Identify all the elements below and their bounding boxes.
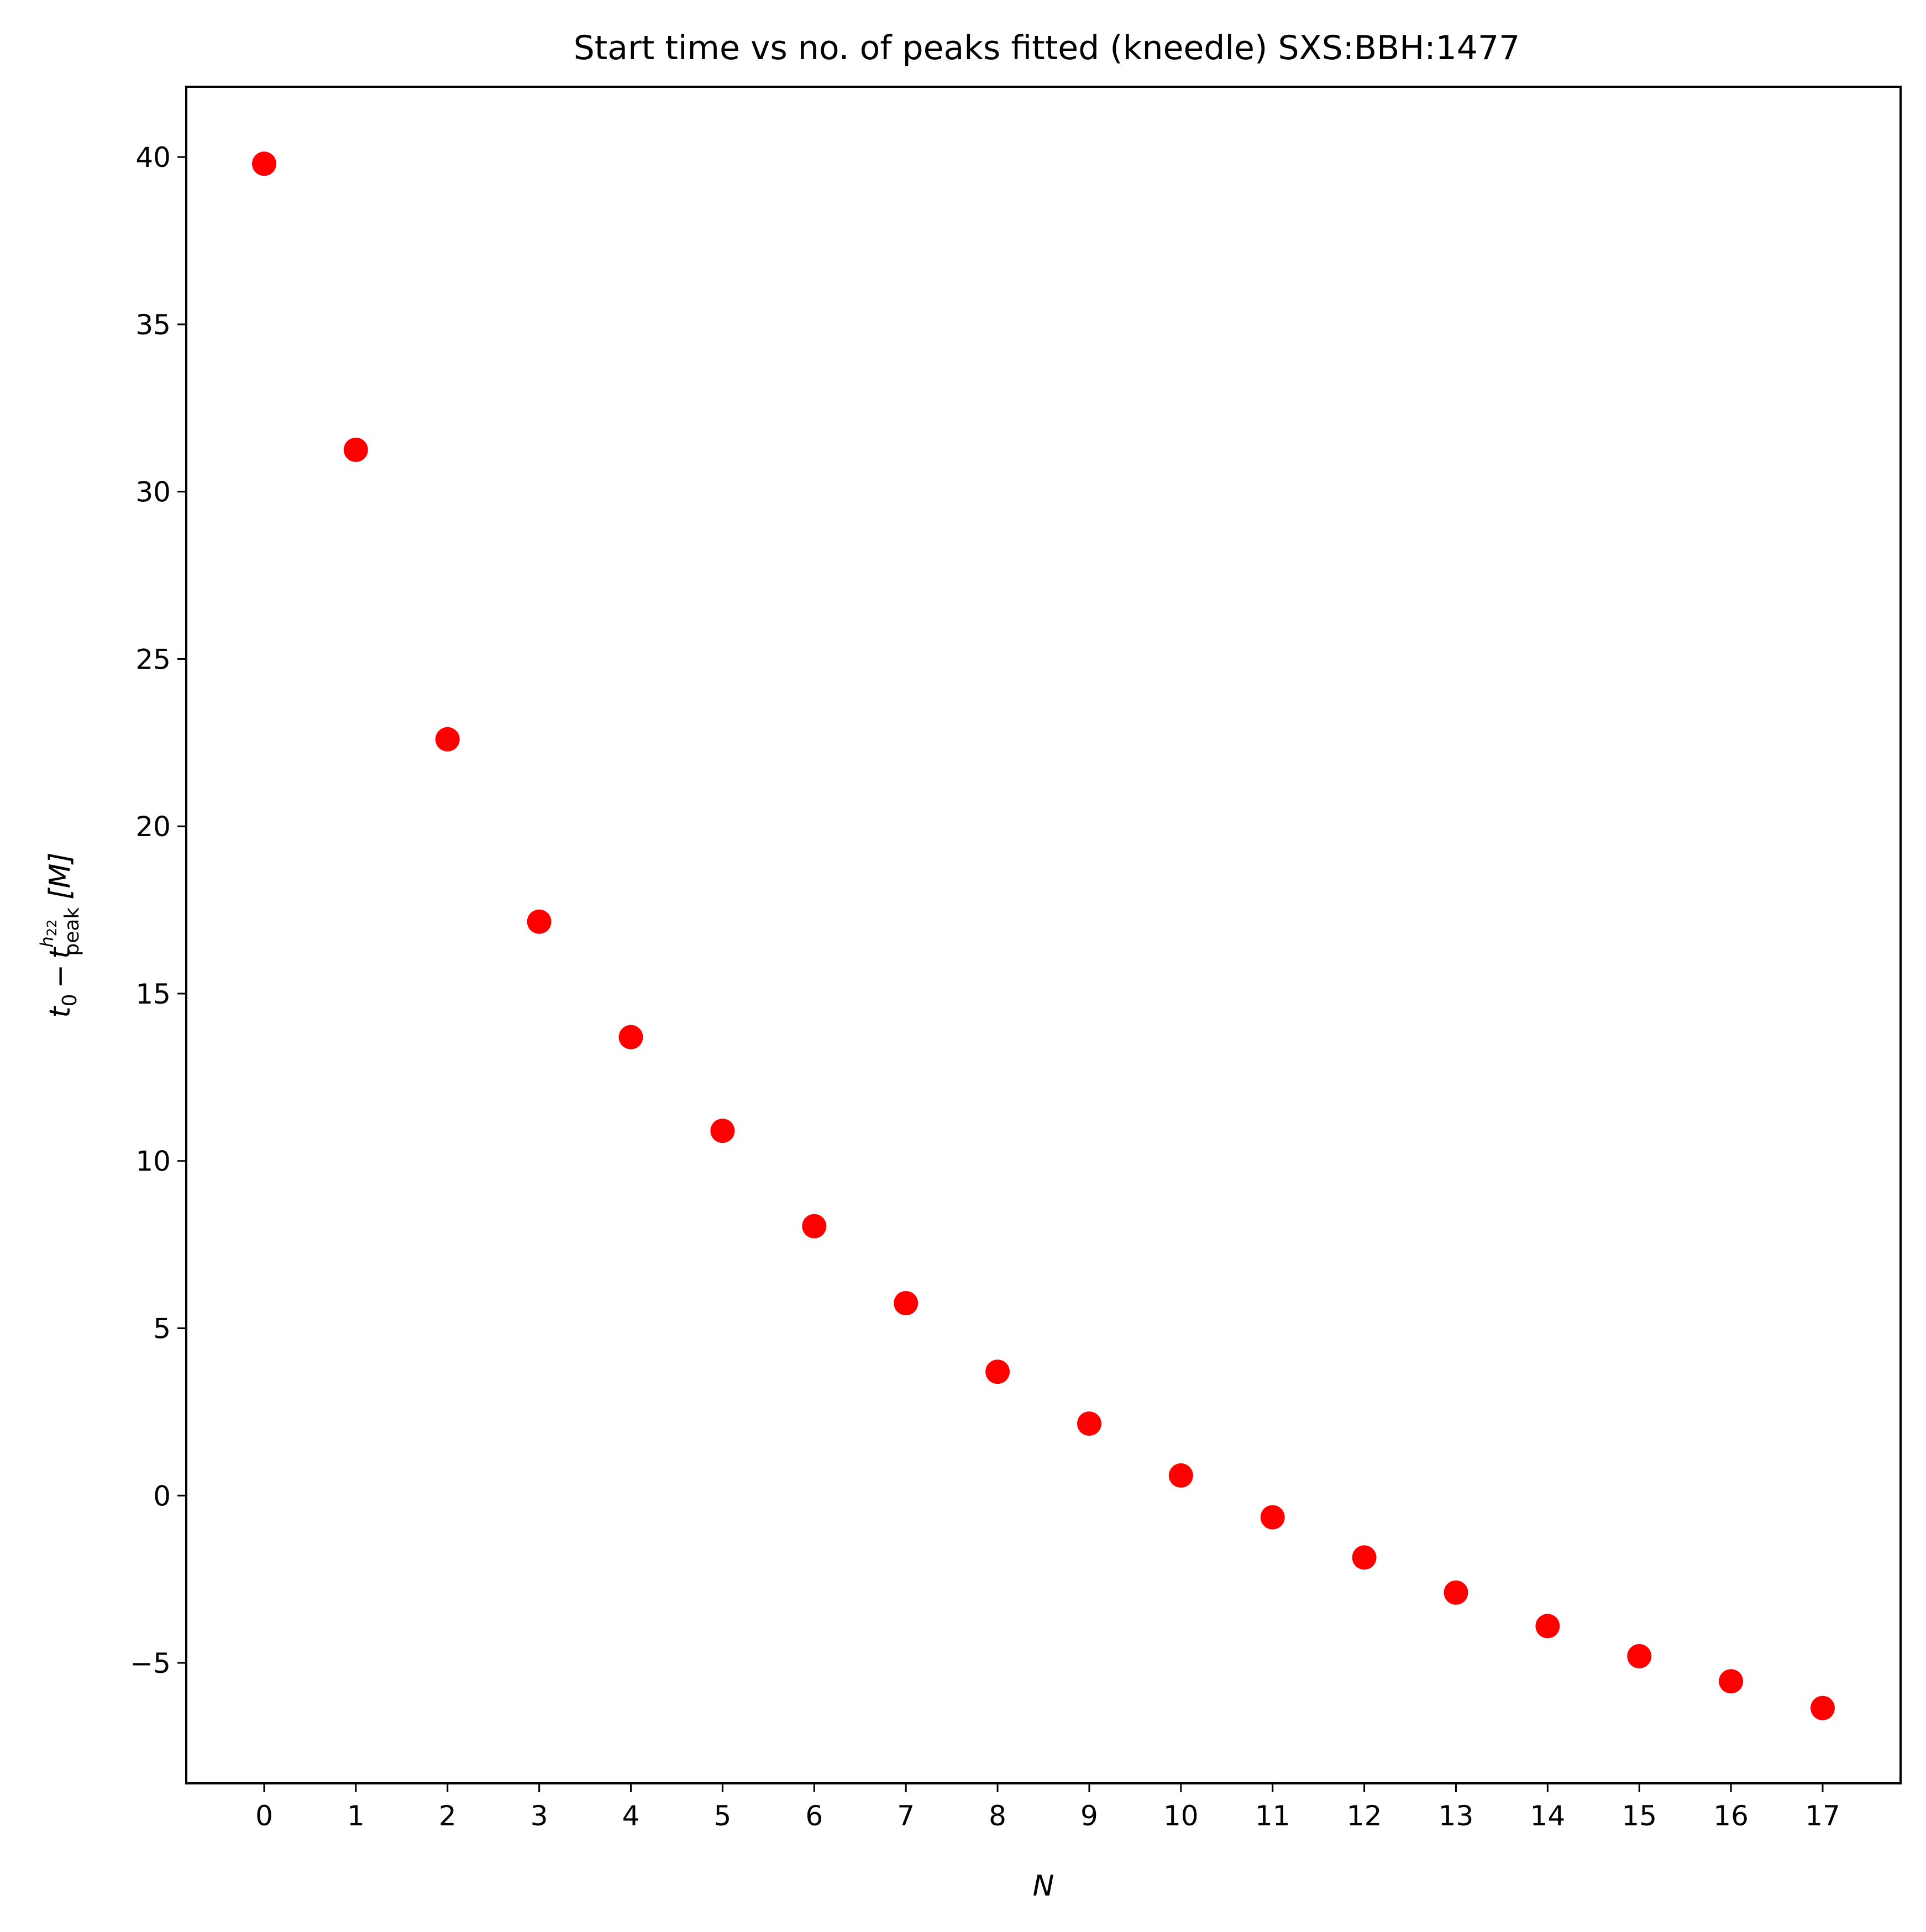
y-label-sub0: 0 — [59, 994, 81, 1006]
data-point — [527, 909, 552, 934]
x-tick-label: 13 — [1439, 1800, 1474, 1832]
data-points — [252, 151, 1835, 1720]
y-label-t: t — [44, 947, 77, 959]
x-tick-label: 9 — [1080, 1800, 1098, 1832]
x-axis-ticks: 0 1 2 3 4 5 6 7 8 9 10 11 12 13 14 15 16 17 — [255, 1783, 1840, 1832]
data-point — [618, 1025, 643, 1049]
y-tick-label: 15 — [135, 978, 171, 1010]
x-axis-label: N — [1033, 1870, 1054, 1903]
data-point — [435, 727, 460, 752]
x-tick-label: 14 — [1530, 1800, 1566, 1832]
y-axis-label: t0−th22peak[M] — [36, 852, 83, 1017]
data-point — [802, 1214, 827, 1238]
data-point — [1810, 1695, 1835, 1720]
x-tick-label: 17 — [1805, 1800, 1840, 1832]
data-point — [252, 151, 276, 176]
y-tick-label: 0 — [153, 1480, 171, 1512]
x-tick-label: 12 — [1347, 1800, 1382, 1832]
chart-title: Start time vs no. of peaks fitted (kneed… — [574, 29, 1520, 67]
x-tick-label: 15 — [1621, 1800, 1657, 1832]
y-label-unit: [M] — [44, 852, 77, 899]
data-point — [985, 1359, 1010, 1384]
data-point — [1260, 1505, 1285, 1530]
data-point — [1077, 1411, 1101, 1436]
x-tick-label: 5 — [714, 1800, 732, 1832]
x-tick-label: 2 — [439, 1800, 456, 1832]
y-tick-label: 40 — [135, 141, 171, 174]
data-point — [1535, 1614, 1560, 1639]
data-point — [894, 1291, 919, 1316]
y-label-sup-22: 22 — [44, 920, 60, 937]
data-point — [1168, 1463, 1193, 1488]
x-tick-label: 8 — [989, 1800, 1006, 1832]
svg-text:t0−th22peak[M]: t0−th22peak[M] — [36, 852, 83, 1017]
data-point — [1627, 1644, 1652, 1668]
y-tick-label: 20 — [135, 811, 171, 843]
y-tick-label: 35 — [135, 309, 171, 341]
y-label-sub-peak: peak — [61, 907, 83, 956]
x-tick-label: 1 — [347, 1800, 365, 1832]
y-tick-label: 30 — [135, 476, 171, 508]
data-point — [1719, 1669, 1744, 1694]
data-point — [343, 437, 368, 462]
x-tick-label: 16 — [1713, 1800, 1749, 1832]
data-point — [1352, 1545, 1377, 1570]
data-point — [1444, 1580, 1468, 1605]
x-tick-label: 6 — [805, 1800, 823, 1832]
y-label-t0: t — [44, 1006, 77, 1018]
y-tick-label: 25 — [135, 643, 171, 675]
y-label-sup-h: h — [36, 936, 57, 947]
data-point — [710, 1119, 735, 1143]
y-tick-label: 5 — [153, 1313, 171, 1345]
plot-frame — [185, 86, 1902, 1784]
x-tick-label: 0 — [255, 1800, 273, 1832]
x-tick-label: 3 — [531, 1800, 548, 1832]
x-tick-label: 4 — [622, 1800, 640, 1832]
y-tick-label: 10 — [135, 1146, 171, 1178]
x-tick-label: 10 — [1163, 1800, 1199, 1832]
x-tick-label: 11 — [1255, 1800, 1290, 1832]
y-axis-ticks: −5 0 5 10 15 20 25 30 35 40 — [130, 141, 186, 1679]
y-tick-label: −5 — [130, 1647, 171, 1679]
x-tick-label: 7 — [897, 1800, 915, 1832]
y-label-minus: − — [44, 964, 77, 989]
